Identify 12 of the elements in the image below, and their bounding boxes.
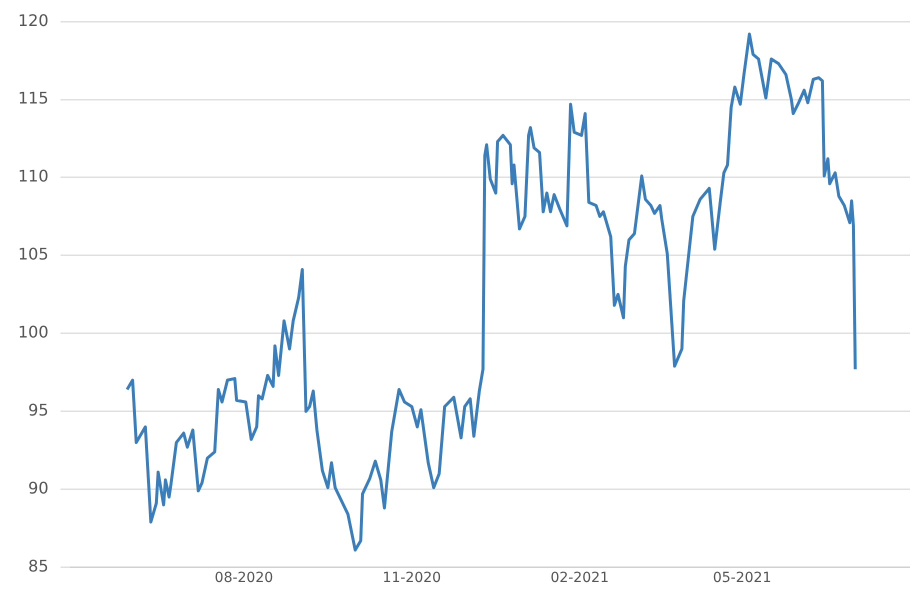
y-tick-label: 95 xyxy=(28,400,49,420)
y-tick-label: 100 xyxy=(18,322,49,342)
y-tick-label: 85 xyxy=(28,556,49,576)
y-tick-label: 90 xyxy=(28,478,49,498)
x-tick-label: 11-2020 xyxy=(382,570,442,586)
x-tick-label: 08-2020 xyxy=(214,570,274,586)
x-tick-label: 05-2021 xyxy=(712,570,772,586)
y-tick-label: 105 xyxy=(18,244,49,264)
y-tick-label: 110 xyxy=(18,166,49,186)
y-tick-label: 120 xyxy=(18,10,49,30)
x-tick-label: 02-2021 xyxy=(550,570,609,586)
y-tick-label: 115 xyxy=(18,88,49,108)
